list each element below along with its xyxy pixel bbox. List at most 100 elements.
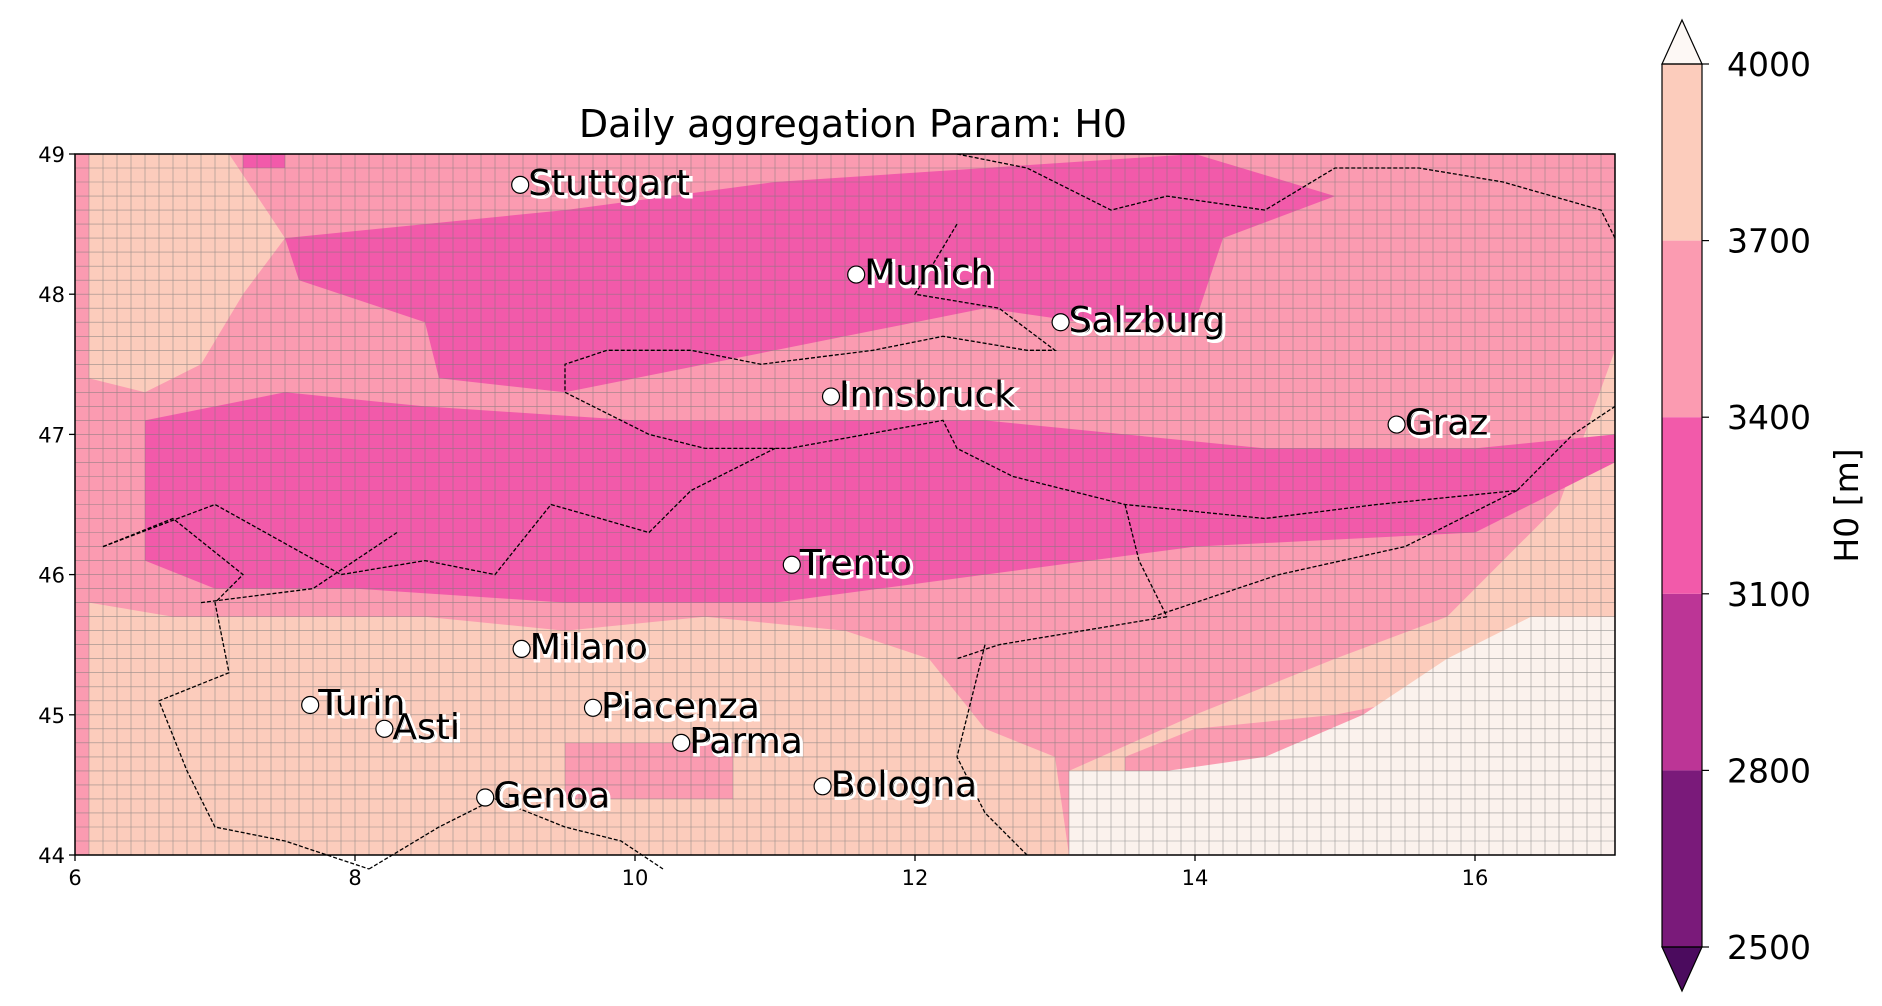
y-tick-label: 48: [38, 283, 65, 307]
x-tick-label: 16: [1462, 866, 1489, 890]
y-tick-label: 47: [38, 423, 65, 447]
map-area: [74, 153, 1616, 870]
city-label: Parma: [689, 721, 802, 762]
border-line: [564, 391, 1616, 520]
city-marker: [375, 719, 394, 738]
x-tick-label: 6: [68, 866, 81, 890]
border-line: [102, 447, 776, 576]
colorbar-tick-label: 3700: [1727, 222, 1811, 261]
map-title: Daily aggregation Param: H0: [579, 102, 1127, 146]
city-label: Munich: [864, 253, 993, 294]
field-pink-north: [285, 154, 1335, 393]
city-marker: [511, 175, 530, 194]
colorbar-tick-label: 4000: [1727, 45, 1811, 84]
city-label-halo: Innsbruck: [841, 377, 1017, 418]
city-label: Asti: [392, 707, 460, 748]
x-tick-label: 8: [348, 866, 361, 890]
city-label: Trento: [799, 543, 912, 584]
x-tick-label: 14: [1182, 866, 1209, 890]
colorbar-tick-label: 2800: [1727, 751, 1811, 790]
city-label-halo: Salzburg: [1071, 302, 1228, 343]
border-line: [200, 531, 398, 604]
border-line: [564, 223, 1057, 393]
x-tick-label: 10: [622, 866, 649, 890]
city-marker: [583, 698, 603, 717]
city-label: Piacenza: [601, 686, 760, 727]
colorbar-extend-max: [1661, 18, 1703, 65]
colorbar-band: [1662, 64, 1702, 241]
colorbar-tick-label: 3400: [1727, 398, 1811, 437]
city-label: Graz: [1405, 403, 1489, 444]
city-label: Bologna: [831, 764, 977, 805]
border-line: [1152, 489, 1518, 618]
city-label: Turin: [317, 683, 405, 724]
city-label: Salzburg: [1069, 300, 1226, 341]
city-label: Stuttgart: [528, 163, 690, 204]
city-label-halo: Turin: [319, 685, 407, 726]
city-label: Innsbruck: [839, 375, 1015, 416]
city-marker: [847, 265, 866, 284]
y-tick-label: 44: [38, 844, 65, 868]
city-label: Milano: [530, 627, 648, 668]
y-tick-label: 49: [38, 143, 65, 167]
country-borders: [102, 153, 1616, 870]
city-marker: [821, 387, 841, 406]
field-pink-patch: [243, 154, 285, 168]
city-marker: [813, 777, 832, 796]
city-label-halo: Graz: [1407, 405, 1491, 446]
border-line: [1124, 504, 1168, 617]
city-label-halo: Trento: [801, 545, 914, 586]
city-label-halo: Bologna: [833, 766, 979, 807]
city-label: Genoa: [493, 776, 610, 817]
city-marker: [1051, 313, 1070, 332]
colorbar: 2500 2800 3100 3400 3700 4000 H0 [m]: [1661, 18, 1866, 993]
colorbar-tick-label: 2500: [1727, 928, 1811, 967]
city-label-halo: Munich: [866, 255, 995, 296]
city-marker: [512, 639, 531, 659]
city-marker: [782, 555, 801, 574]
field-white-south-east: [1069, 616, 1615, 855]
colorbar-tick-label: 3100: [1727, 575, 1811, 614]
colorbar-extend-min: [1661, 946, 1703, 993]
map-frame: [74, 153, 1616, 856]
colorbar-band: [1662, 770, 1702, 947]
colorbar-frame: [1661, 63, 1703, 948]
x-tick-label: 12: [902, 866, 929, 890]
colorbar-band: [1662, 593, 1702, 771]
colorbar-band: [1662, 240, 1702, 418]
y-tick-label: 45: [38, 704, 65, 728]
city-marker: [672, 733, 691, 752]
city-marker: [301, 695, 320, 715]
colorbar-label: H0 [m]: [1827, 448, 1866, 562]
city-label-halo: Parma: [691, 723, 804, 764]
city-label-halo: Asti: [394, 709, 462, 750]
border-line: [102, 517, 370, 870]
city-label-halo: Piacenza: [603, 688, 762, 729]
city-label-halo: Milano: [532, 629, 650, 670]
colorbar-band: [1662, 417, 1702, 594]
border-line: [956, 616, 1168, 660]
city-label-halo: Genoa: [495, 778, 612, 819]
city-marker: [476, 788, 495, 807]
border-line: [368, 798, 664, 870]
y-tick-label: 46: [38, 564, 65, 588]
border-line: [956, 644, 1028, 856]
border-line: [956, 153, 1616, 239]
axes: 6 8 10 12 14 16 44 45 46 47 48 49: [38, 143, 1488, 890]
city-marker: [1387, 415, 1406, 434]
field-pink-alps: [145, 392, 1615, 603]
